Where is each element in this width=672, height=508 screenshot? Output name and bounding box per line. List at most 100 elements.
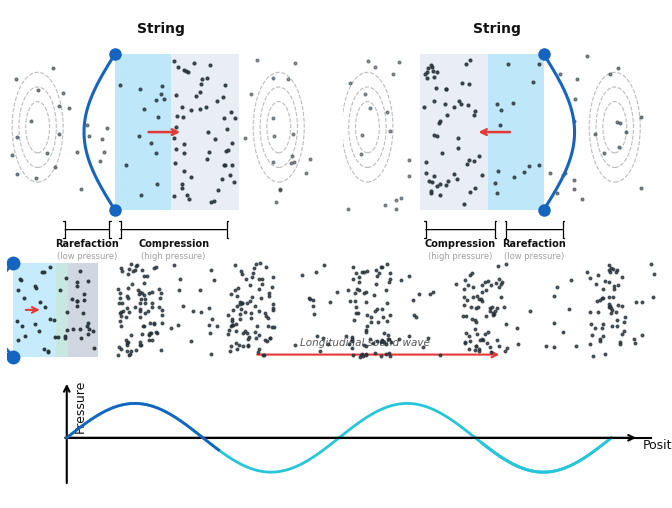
Point [169,261,179,269]
Point [97,135,108,143]
Point [371,280,382,289]
Point [146,303,157,311]
Point [487,303,498,311]
Point [318,334,329,342]
Point [491,336,502,344]
Point [144,331,155,339]
Point [421,169,431,177]
Point [122,347,132,355]
Point [554,70,565,78]
Point [613,301,624,309]
Point [384,126,395,135]
Point [344,79,355,87]
Point [61,274,72,282]
Point [211,97,222,105]
Point [72,148,83,156]
Point [474,345,485,353]
Point [259,351,269,359]
Point [116,322,126,330]
Point [476,335,487,343]
Point [360,288,371,296]
Point [456,79,467,87]
Text: Compression: Compression [138,239,209,249]
Point [282,75,293,83]
Point [564,305,575,313]
Point [549,293,560,301]
Point [621,128,632,136]
Point [12,170,23,178]
Point [403,332,414,340]
Point [460,329,471,337]
Point [251,55,262,64]
Point [185,337,196,345]
Point [409,311,419,319]
Point [195,105,206,113]
Point [552,283,562,291]
Point [177,180,187,188]
Point [360,350,371,358]
Point [48,64,58,72]
Point [18,294,29,302]
Point [494,275,505,283]
Point [231,320,242,328]
Point [358,352,368,360]
Point [486,281,497,290]
Point [287,152,298,161]
Point [431,132,442,140]
Point [268,74,279,82]
Point [237,299,247,307]
Point [460,338,470,346]
Point [346,335,357,343]
Point [218,161,229,169]
Point [226,139,237,147]
Point [124,265,134,273]
Point [154,303,165,311]
Point [218,93,228,102]
Point [84,132,95,140]
Point [476,297,487,305]
Point [347,332,358,340]
Point [612,322,622,330]
Point [511,324,522,332]
Point [494,283,505,291]
Point [439,100,450,108]
Point [459,200,470,208]
Point [612,281,623,289]
Point [79,296,89,304]
Point [156,290,167,298]
Point [590,130,601,138]
Point [471,330,482,338]
Point [13,336,24,344]
Point [620,313,631,321]
Point [39,268,50,276]
Point [429,73,439,81]
Point [502,343,513,352]
Bar [420,54,544,210]
Point [122,270,133,278]
Point [129,302,140,310]
Point [359,289,370,297]
Point [513,340,523,348]
Point [587,352,598,360]
Point [60,332,71,340]
Point [42,347,53,355]
Point [169,134,179,142]
Point [225,323,236,331]
Point [391,205,402,213]
Point [362,311,373,319]
Point [474,152,485,161]
Point [238,329,249,337]
Point [301,169,312,177]
Point [605,302,616,310]
Text: String: String [137,22,185,37]
Point [242,342,253,350]
Point [75,325,85,333]
Point [585,274,595,282]
Point [146,299,157,307]
Point [130,262,141,270]
Point [381,340,392,348]
Point [422,68,433,76]
Point [59,334,70,342]
Point [464,80,475,88]
Point [470,325,481,333]
